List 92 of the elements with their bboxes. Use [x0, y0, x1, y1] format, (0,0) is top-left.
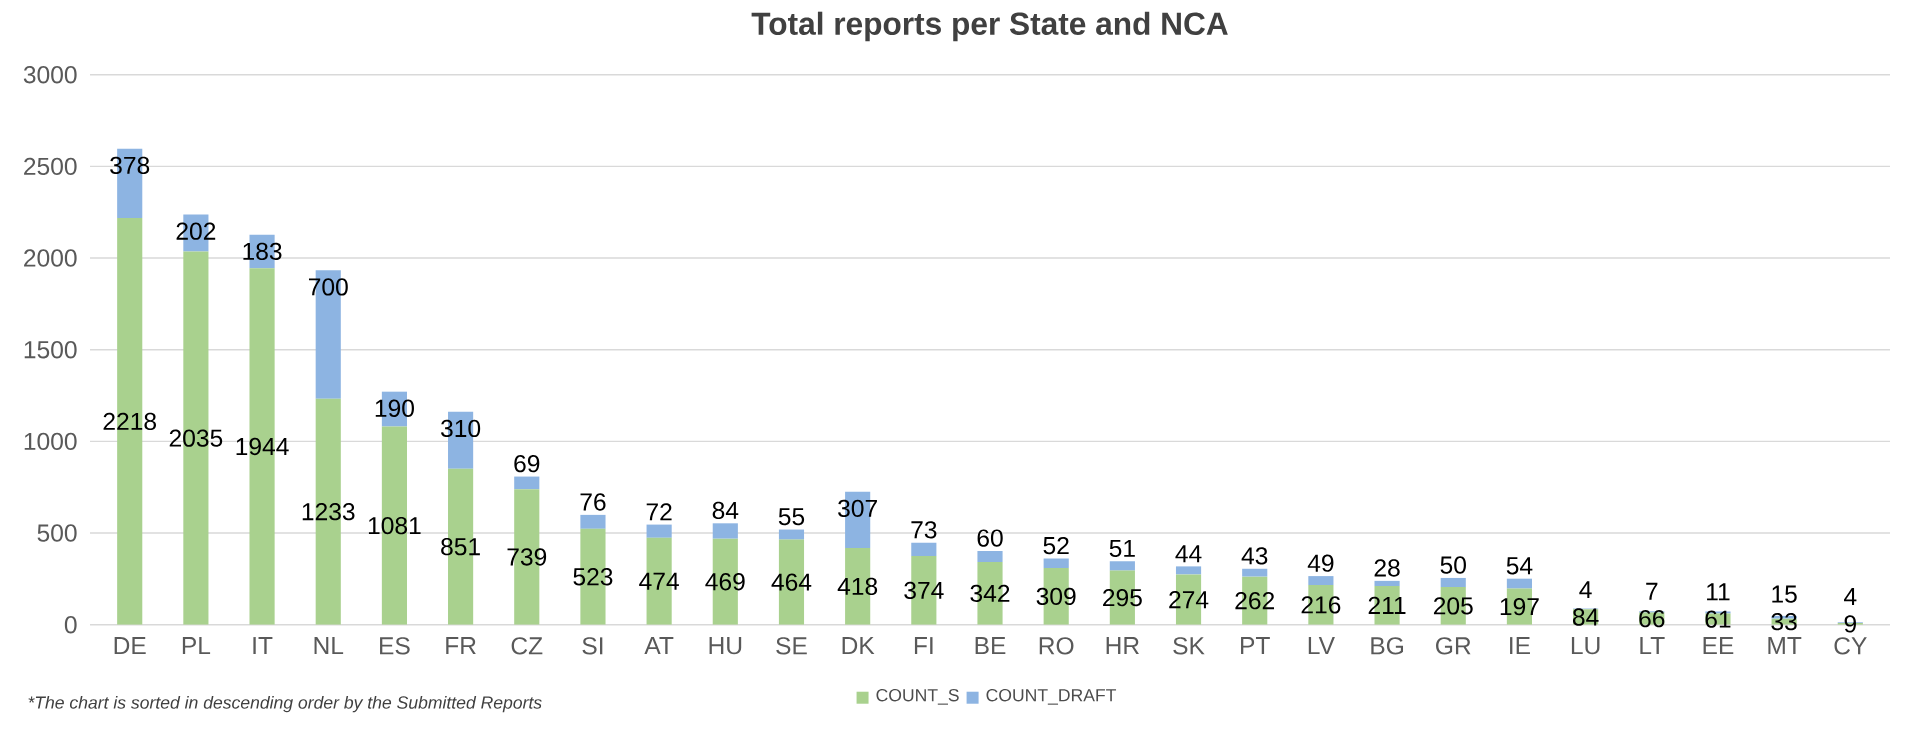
x-tick-label: IT [253, 637, 273, 655]
data-label: 33 [1771, 613, 1797, 631]
data-label: 66 [1639, 610, 1665, 628]
data-label: 43 [1241, 547, 1268, 565]
data-label: 202 [176, 222, 216, 241]
data-label: 76 [580, 493, 606, 511]
data-label: 4 [1844, 588, 1857, 606]
data-label: 474 [639, 572, 679, 590]
data-label: 310 [441, 419, 481, 438]
data-label: 700 [308, 278, 348, 296]
data-label: 469 [705, 573, 745, 591]
x-tick-label: ES [380, 637, 410, 655]
x-tick-label: BE [975, 637, 1006, 655]
x-tick-label: AT [644, 637, 674, 655]
data-label: 2218 [103, 412, 157, 431]
data-label: 15 [1772, 585, 1797, 603]
x-tick-label: PT [1241, 637, 1270, 655]
x-tick-label: LV [1308, 637, 1335, 655]
legend-label: COUNT_S [876, 689, 959, 705]
data-label: 44 [1175, 545, 1202, 563]
x-tick-label: GR [1436, 637, 1471, 655]
data-label: 72 [646, 503, 672, 521]
x-tick-label: BG [1371, 637, 1404, 655]
x-tick-label: IE [1510, 637, 1530, 655]
data-label: 60 [977, 529, 1003, 547]
x-tick-label: SK [1173, 637, 1205, 655]
x-tick-label: EE [1703, 637, 1734, 655]
x-tick-label: SE [776, 637, 807, 655]
data-label: 464 [771, 573, 812, 591]
data-label: 211 [1368, 596, 1406, 615]
data-label: 274 [1169, 591, 1209, 609]
data-label: 69 [514, 455, 540, 473]
data-label: 205 [1433, 597, 1473, 615]
y-tick-label: 2000 [24, 249, 77, 267]
y-tick-label: 1500 [24, 341, 77, 359]
data-label: 73 [911, 521, 937, 539]
data-label: 378 [110, 156, 150, 175]
y-tick-label: 0 [64, 616, 77, 634]
y-tick-label: 1000 [24, 432, 77, 451]
x-tick-label: HR [1106, 637, 1139, 655]
x-tick-label: DE [114, 637, 146, 655]
legend-label: COUNT_DRAFT [986, 689, 1117, 705]
data-label: 52 [1043, 537, 1069, 555]
data-label: 523 [573, 568, 613, 586]
data-label: 342 [970, 584, 1010, 603]
x-tick-label: CZ [511, 637, 543, 655]
data-label: 28 [1374, 559, 1400, 577]
data-label: 1081 [368, 517, 421, 535]
data-label: 262 [1235, 592, 1275, 610]
x-tick-label: DK [842, 637, 875, 655]
x-tick-label: LU [1571, 637, 1600, 655]
data-label: 61 [1705, 610, 1731, 628]
x-tick-label: CY [1834, 637, 1867, 655]
data-label: 197 [1500, 598, 1539, 616]
data-label: 51 [1109, 540, 1135, 558]
x-tick-label: PL [182, 637, 211, 655]
y-tick-label: 3000 [23, 66, 77, 84]
data-label: 307 [838, 499, 877, 518]
y-tick-label: 2500 [24, 157, 77, 176]
chart-title: Total reports per State and NCA [751, 11, 1228, 42]
data-label: 295 [1103, 589, 1142, 607]
data-label: 216 [1301, 596, 1341, 614]
data-label: 49 [1307, 554, 1334, 573]
x-tick-label: FR [446, 637, 476, 655]
x-tick-label: LT [1640, 637, 1665, 655]
x-tick-label: FI [914, 637, 933, 655]
x-tick-label: SI [582, 637, 603, 655]
x-tick-label: MT [1768, 637, 1802, 655]
data-label: 54 [1506, 557, 1533, 575]
data-label: 851 [441, 538, 480, 556]
data-label: 374 [904, 581, 944, 600]
x-tick-label: HU [709, 637, 742, 655]
x-tick-label: RO [1039, 637, 1074, 655]
x-tick-label: NL [314, 637, 344, 655]
data-label: 1944 [236, 437, 289, 456]
data-label: 2035 [169, 429, 223, 447]
y-tick-label: 500 [37, 524, 77, 542]
data-label: 183 [243, 242, 282, 261]
data-label: 739 [507, 548, 547, 566]
data-label: 84 [1572, 608, 1599, 626]
data-label: 190 [375, 399, 414, 418]
data-label: 7 [1646, 582, 1658, 600]
data-label: 84 [712, 501, 739, 520]
data-label: 9 [1844, 615, 1856, 633]
data-label: 309 [1036, 587, 1076, 606]
data-label: 4 [1579, 581, 1592, 599]
data-label: 418 [837, 577, 878, 596]
text: *The chart is sorted in descending order by the Submitted Reports [28, 696, 542, 713]
data-label: 11 [1707, 583, 1730, 601]
data-label: 50 [1440, 556, 1466, 574]
data-label: 1233 [302, 503, 355, 521]
data-label: 55 [778, 508, 805, 526]
